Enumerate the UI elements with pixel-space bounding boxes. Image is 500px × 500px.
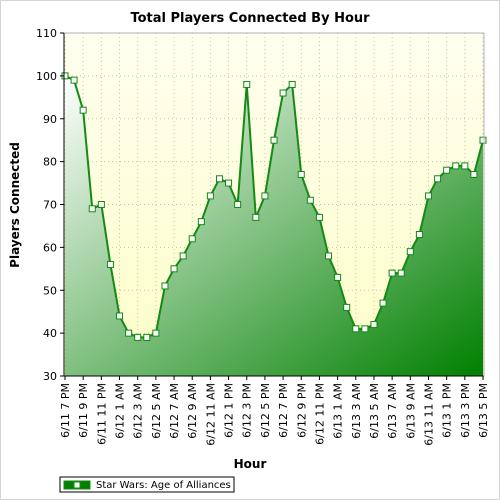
data-point — [379, 299, 387, 307]
x-tick-label: 6/12 1 AM — [114, 383, 127, 439]
data-point — [261, 192, 269, 200]
legend-marker-icon — [73, 481, 81, 489]
x-tick-label: 6/13 3 AM — [350, 383, 363, 439]
data-point — [97, 201, 105, 208]
x-tick-label: 6/12 7 PM — [277, 383, 290, 438]
legend-box — [59, 476, 235, 493]
x-axis-title: Hour — [234, 457, 267, 471]
data-point — [161, 282, 169, 290]
y-tick-label: 70 — [43, 199, 57, 212]
x-tick-label: 6/11 9 PM — [77, 383, 90, 438]
data-point — [197, 218, 205, 226]
legend: Star Wars: Age of Alliances — [59, 476, 235, 493]
data-point — [70, 76, 78, 84]
x-tick-label: 6/12 5 PM — [259, 383, 272, 438]
data-point — [443, 166, 451, 174]
y-axis-title: Players Connected — [8, 142, 22, 268]
series-markers — [61, 72, 487, 341]
data-point — [452, 162, 460, 170]
x-tick-label: 6/13 11 AM — [422, 383, 435, 446]
x-tick-label: 6/13 1 PM — [441, 383, 454, 438]
data-point — [297, 170, 305, 178]
y-tick-label: 80 — [43, 156, 57, 169]
data-point — [225, 179, 233, 187]
x-tick-label: 6/12 1 PM — [223, 383, 236, 438]
data-point — [152, 329, 160, 337]
data-point — [170, 265, 178, 273]
data-point — [116, 312, 124, 320]
x-tick-label: 6/12 9 PM — [295, 383, 308, 438]
data-point — [343, 303, 351, 311]
x-tick-label: 6/12 3 PM — [241, 383, 254, 438]
legend-label: Star Wars: Age of Alliances — [96, 480, 231, 491]
x-tick-label: 6/13 7 AM — [386, 383, 399, 439]
x-tick-label: 6/13 3 PM — [459, 383, 472, 438]
chart-title: Total Players Connected By Hour — [130, 11, 370, 26]
x-tick-label: 6/12 11 PM — [313, 383, 326, 445]
data-point — [188, 235, 196, 243]
data-point — [215, 175, 223, 183]
series-area — [65, 75, 483, 376]
data-point — [88, 205, 96, 213]
y-tick-label: 60 — [43, 241, 57, 254]
data-point — [234, 201, 242, 208]
data-point — [179, 252, 187, 260]
data-point — [406, 248, 414, 256]
x-tick-label: 6/13 5 PM — [477, 383, 490, 438]
data-point — [125, 329, 133, 337]
data-point — [370, 321, 378, 329]
x-axis-ticks: 6/11 7 PM 6/11 9 PM 6/11 11 PM 6/12 1 AM 6/1… — [59, 376, 490, 446]
data-point — [479, 136, 487, 144]
y-tick-label: 100 — [36, 70, 57, 83]
data-point — [388, 269, 396, 277]
data-point — [415, 231, 423, 239]
data-point — [206, 192, 214, 200]
y-tick-label: 50 — [43, 284, 57, 297]
x-tick-label: 6/11 11 PM — [95, 383, 108, 445]
data-point — [397, 269, 405, 277]
data-point — [252, 213, 260, 221]
data-point — [334, 273, 342, 281]
x-tick-label: 6/13 5 AM — [368, 383, 381, 439]
data-point — [434, 175, 442, 183]
data-point — [470, 170, 478, 178]
data-point — [279, 89, 287, 97]
data-point — [243, 80, 251, 88]
y-axis-ticks: 30 40 50 60 70 80 90 100 110 — [36, 27, 64, 383]
data-point — [134, 333, 142, 341]
data-point — [325, 252, 333, 260]
x-tick-label: 6/12 5 AM — [150, 383, 163, 439]
data-point — [288, 80, 296, 88]
y-tick-label: 40 — [43, 327, 57, 340]
x-tick-label: 6/13 9 AM — [404, 383, 417, 439]
axes — [63, 32, 485, 377]
data-point — [79, 106, 87, 114]
y-tick-label: 90 — [43, 113, 57, 126]
data-point — [424, 192, 432, 200]
x-tick-label: 6/13 1 AM — [332, 383, 345, 439]
x-tick-label: 6/12 9 AM — [186, 383, 199, 439]
data-point — [106, 261, 114, 269]
data-point — [270, 136, 278, 144]
x-tick-label: 6/11 7 PM — [59, 383, 72, 438]
data-point — [143, 333, 151, 341]
data-point — [315, 213, 323, 221]
data-point — [361, 325, 369, 333]
y-tick-label: 110 — [36, 27, 57, 40]
x-tick-label: 6/12 11 AM — [204, 383, 217, 446]
data-point — [306, 196, 314, 204]
data-point — [461, 162, 469, 170]
data-point — [352, 325, 360, 333]
y-tick-label: 30 — [43, 370, 57, 383]
x-tick-label: 6/12 3 AM — [132, 383, 145, 439]
x-tick-label: 6/12 7 AM — [168, 383, 181, 439]
